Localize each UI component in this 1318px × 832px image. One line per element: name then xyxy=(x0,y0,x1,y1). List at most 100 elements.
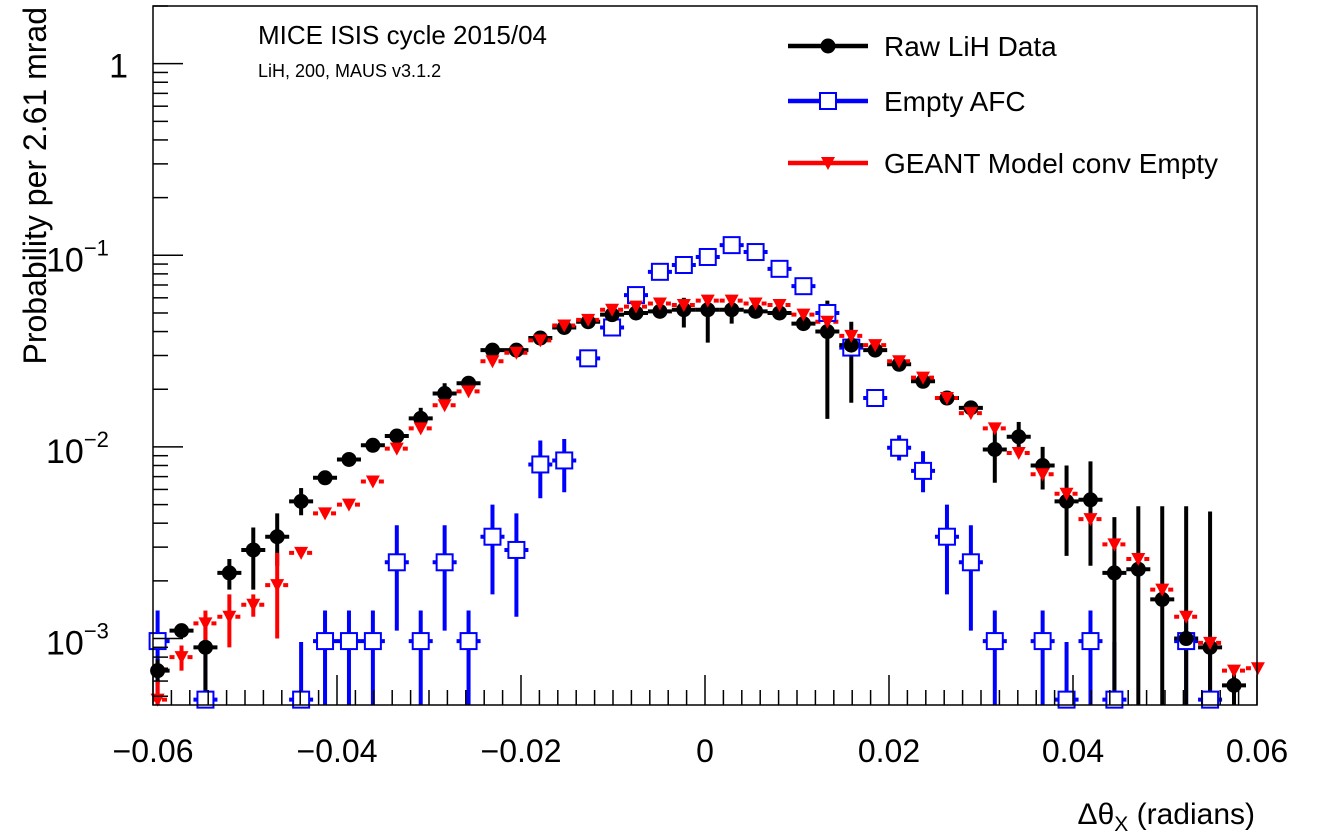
raw-lih-data-point xyxy=(150,663,166,679)
geant-model-conv-empty-point xyxy=(413,422,428,436)
raw-lih-data-point xyxy=(245,542,261,558)
raw-lih-data-point xyxy=(1106,565,1122,581)
empty-afc-point xyxy=(890,438,909,457)
geant-model-conv-empty-point xyxy=(174,651,189,665)
empty-afc-point xyxy=(1057,690,1076,709)
geant-model-conv-empty-point xyxy=(198,617,213,631)
raw-lih-data-point xyxy=(269,529,285,545)
x-tick-label: −0.04 xyxy=(297,733,378,769)
geant-model-conv-empty-point xyxy=(389,442,404,456)
geant-model-conv-empty-point xyxy=(1203,636,1218,650)
empty-afc-point xyxy=(507,540,526,559)
geant-model-conv-empty-point xyxy=(820,315,835,329)
legend-label-empty-afc: Empty AFC xyxy=(884,86,1026,117)
empty-afc-point xyxy=(339,632,358,651)
empty-afc-point xyxy=(196,690,215,709)
geant-model-conv-empty-point xyxy=(724,294,739,308)
geant-model-conv-empty-point xyxy=(509,346,524,360)
geant-model-conv-empty-point xyxy=(652,297,667,311)
geant-model-conv-empty-point xyxy=(222,610,237,624)
y-tick-label-exponent: −2 xyxy=(84,427,109,452)
plot-frame xyxy=(152,5,1258,706)
geant-model-conv-empty-point xyxy=(341,498,356,512)
raw-lih-data-point xyxy=(843,337,859,353)
y-tick-label-base: 10 xyxy=(46,433,84,471)
geant-model-conv-empty-point xyxy=(1011,446,1026,460)
empty-afc-point xyxy=(650,262,669,281)
raw-lih-data-point xyxy=(772,305,788,321)
geant-model-conv-empty-point xyxy=(1059,487,1074,501)
raw-lih-data-point xyxy=(1011,429,1027,445)
raw-lih-data-point xyxy=(987,441,1003,457)
empty-afc-point xyxy=(985,632,1004,651)
empty-afc-point xyxy=(316,632,335,651)
y-tick-label: 10−1 xyxy=(46,235,109,279)
geant-model-conv-empty-point xyxy=(1131,553,1146,567)
axis-ticks-layer xyxy=(152,5,1258,705)
raw-lih-data-point xyxy=(1178,631,1194,647)
x-tick-label: 0 xyxy=(696,733,714,769)
geant-model-conv-empty-point xyxy=(1227,664,1241,678)
raw-lih-data-point xyxy=(1082,492,1098,508)
geant-model-conv-empty-point xyxy=(270,579,285,593)
x-axis-label: ΔθX (radians) xyxy=(1078,798,1255,832)
y-tick-label: 1 xyxy=(109,48,128,86)
legend-label-raw-lih-data: Raw LiH Data xyxy=(884,31,1057,62)
raw-lih-data-point xyxy=(221,565,237,581)
markers-layer xyxy=(148,236,1265,709)
raw-lih-data-point xyxy=(700,302,716,318)
raw-lih-data-point xyxy=(1226,677,1242,693)
geant-model-conv-empty-point xyxy=(939,392,954,406)
y-tick-label: 10−2 xyxy=(46,427,109,471)
geant-model-conv-empty-point xyxy=(1107,538,1122,552)
empty-afc-point xyxy=(1033,632,1052,651)
x-tick-label: 0.04 xyxy=(1042,733,1104,769)
geant-model-conv-empty-point xyxy=(557,319,572,333)
y-tick-label-exponent: −3 xyxy=(84,619,109,644)
empty-afc-point xyxy=(1081,632,1100,651)
legend-marker-raw-lih-data xyxy=(820,38,836,54)
x-axis-label-rest: (radians) xyxy=(1128,798,1255,831)
geant-model-conv-empty-point xyxy=(796,308,811,322)
legend-marker-geant-model-conv-empty xyxy=(821,157,835,170)
empty-afc-point xyxy=(555,451,574,470)
geant-model-conv-empty-point xyxy=(916,371,931,385)
x-tick-label: 0.06 xyxy=(1226,733,1288,769)
geant-model-conv-empty-point xyxy=(772,299,787,313)
geant-model-conv-empty-point xyxy=(365,475,380,489)
empty-afc-point xyxy=(866,389,885,408)
geant-model-conv-empty-point xyxy=(318,507,333,521)
raw-lih-data-point xyxy=(389,428,405,444)
y-tick-label-exponent: −1 xyxy=(84,235,109,260)
empty-afc-point xyxy=(363,632,382,651)
raw-lih-data-point xyxy=(197,639,213,655)
x-tick-label: 0.02 xyxy=(858,733,920,769)
y-tick-label-base: 10 xyxy=(46,241,84,279)
empty-afc-point xyxy=(961,553,980,572)
empty-afc-point xyxy=(459,632,478,651)
geant-model-conv-empty-point xyxy=(963,407,978,421)
raw-lih-data-point xyxy=(293,493,309,509)
geant-model-conv-empty-point xyxy=(629,300,643,314)
y-axis-label: Probability per 2.61 mrad xyxy=(17,7,53,365)
empty-afc-point xyxy=(698,247,717,266)
empty-afc-point xyxy=(411,632,430,651)
geant-model-conv-empty-point xyxy=(844,329,859,343)
geant-model-conv-empty-point xyxy=(581,313,596,327)
geant-model-conv-empty-point xyxy=(748,297,763,311)
geant-model-conv-empty-point xyxy=(485,355,500,369)
empty-afc-point xyxy=(674,256,693,275)
geant-model-conv-empty-point xyxy=(461,385,476,399)
raw-lih-data-point xyxy=(1130,561,1146,577)
geant-model-conv-empty-point xyxy=(246,598,261,612)
empty-afc-point xyxy=(722,236,741,255)
raw-lih-data-point xyxy=(341,451,357,467)
raw-lih-data-point xyxy=(1059,493,1075,509)
raw-lih-data-point xyxy=(748,303,764,319)
empty-afc-point xyxy=(292,690,311,709)
legend-label-geant-model-conv-empty: GEANT Model conv Empty xyxy=(884,148,1218,179)
geant-model-conv-empty-point xyxy=(605,303,620,317)
annotation-title: MICE ISIS cycle 2015/04 xyxy=(258,20,547,50)
raw-lih-data-point xyxy=(365,437,381,453)
